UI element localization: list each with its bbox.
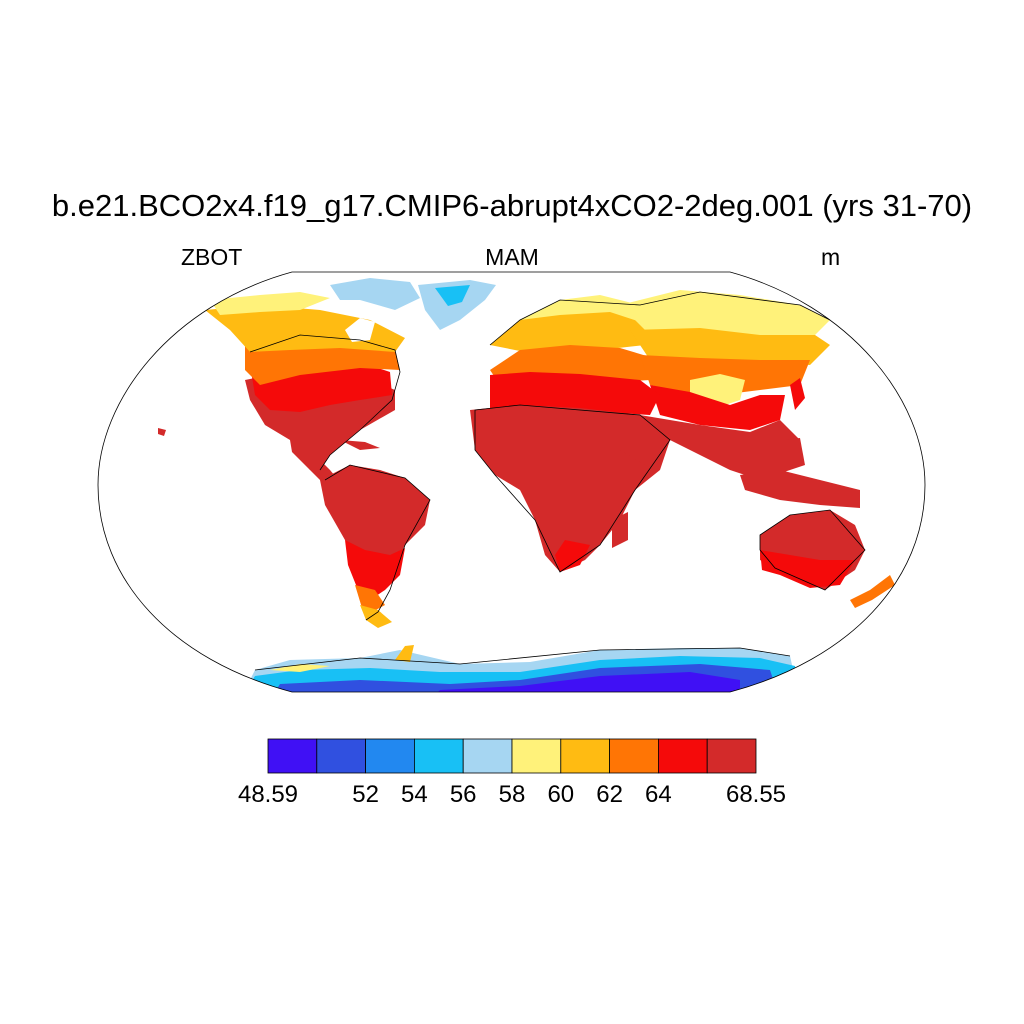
australia-region xyxy=(760,550,855,588)
colorbar-swatch xyxy=(316,738,366,774)
colorbar-tick-label: 64 xyxy=(645,781,672,808)
europe-region xyxy=(490,312,650,355)
south-america-region xyxy=(345,540,405,600)
colorbar-tick-label: 56 xyxy=(449,781,477,808)
coastlines xyxy=(249,291,866,671)
japan xyxy=(790,378,805,410)
asia-region xyxy=(640,355,810,395)
asia-region xyxy=(630,328,830,365)
coastline xyxy=(254,647,791,671)
variable-label: ZBOT xyxy=(181,244,243,270)
greenland-interior xyxy=(435,285,470,306)
colorbar-tick-label: 54 xyxy=(401,781,428,808)
season-label: MAM xyxy=(485,244,539,270)
south-america-region xyxy=(355,585,385,612)
coastline xyxy=(474,404,671,573)
colorbar-swatch xyxy=(267,738,318,774)
colorbar-swatch xyxy=(462,738,513,774)
madagascar xyxy=(612,512,628,548)
colorbar-swatch xyxy=(413,738,464,774)
hudson-bay xyxy=(345,318,375,342)
indonesia xyxy=(740,470,860,508)
arabia-region xyxy=(600,410,670,465)
land-fill-layer xyxy=(158,278,895,692)
colorbar xyxy=(267,738,757,774)
coastline xyxy=(489,291,831,346)
map-boundary xyxy=(97,271,926,693)
coastline xyxy=(249,334,401,471)
africa-region xyxy=(555,540,590,572)
colorbar-tick-label: 58 xyxy=(498,781,526,808)
philippines xyxy=(785,438,805,470)
caribbean-islands xyxy=(340,440,380,450)
coastline xyxy=(759,509,866,591)
antarctic-coast xyxy=(270,664,330,672)
colorbar-tick-label: 48.59 xyxy=(237,781,299,808)
colorbar-swatch xyxy=(658,738,708,774)
coastline xyxy=(324,464,431,621)
colorbar-tick-label: 68.55 xyxy=(725,781,787,808)
antarctic-peninsula xyxy=(395,645,414,662)
antarctica-region xyxy=(430,672,740,692)
colorbar-tick-label: 52 xyxy=(352,781,379,808)
greenland xyxy=(418,280,496,330)
map-title: b.e21.BCO2x4.f19_g17.CMIP6-abrupt4xCO2-2… xyxy=(51,188,973,223)
hawaii xyxy=(158,428,166,436)
colorbar-swatch xyxy=(365,738,415,774)
colorbar-swatch xyxy=(560,738,610,774)
canada-arctic xyxy=(330,278,420,310)
colorbar-swatch xyxy=(706,738,757,774)
north-america-region xyxy=(210,292,330,315)
south-america-region xyxy=(360,605,392,628)
new-zealand xyxy=(850,575,895,608)
units-label: m xyxy=(821,244,841,270)
colorbar-swatch xyxy=(511,738,562,774)
south-america-region xyxy=(320,465,430,570)
colorbar-swatch xyxy=(609,738,659,774)
asia-region xyxy=(640,415,800,480)
colorbar-tick-label: 60 xyxy=(547,781,575,808)
colorbar-tick-label: 62 xyxy=(596,781,623,808)
central-america xyxy=(290,440,340,485)
asia-region xyxy=(650,385,785,430)
